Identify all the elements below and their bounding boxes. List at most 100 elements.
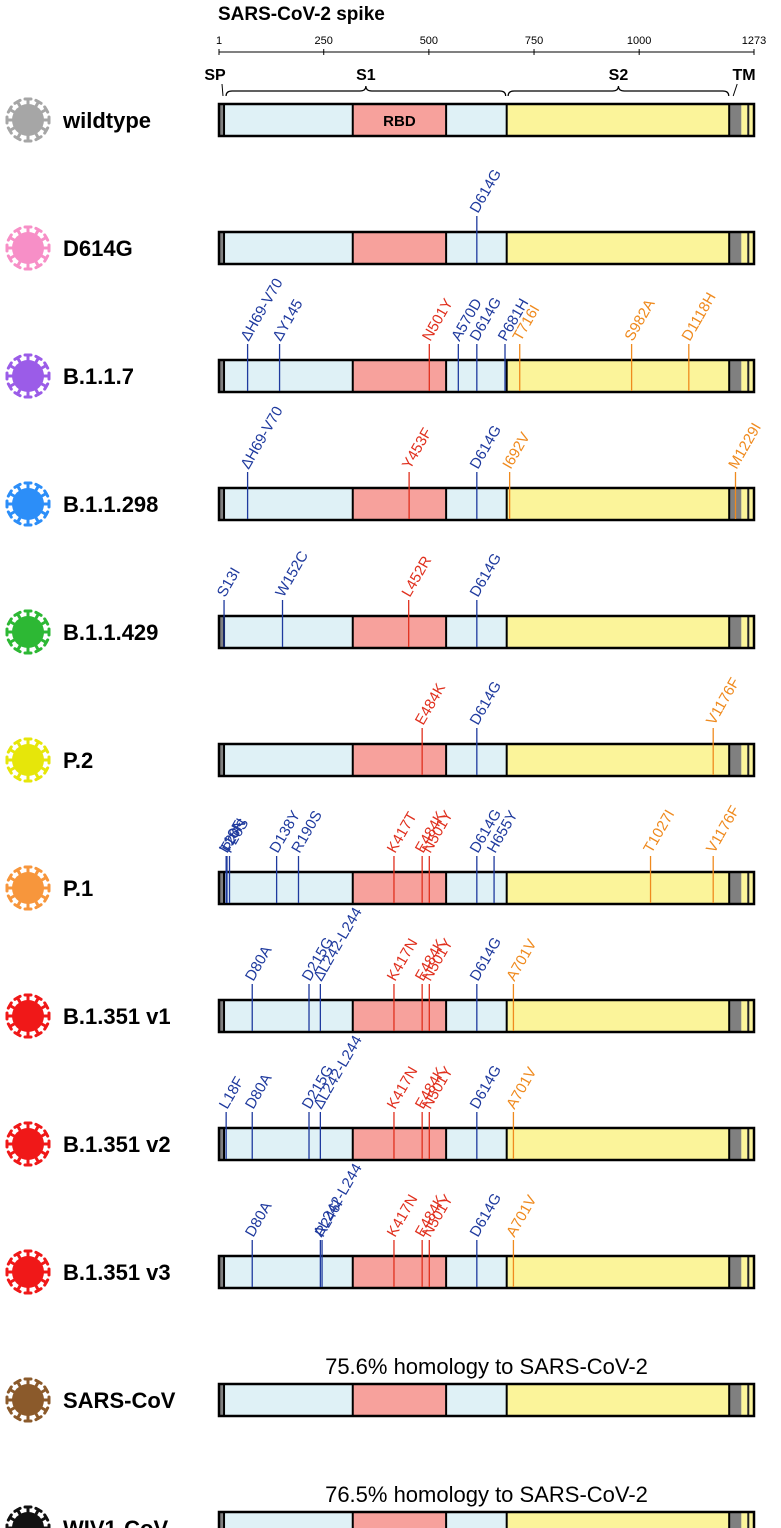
- virus-spike-tip: [43, 126, 50, 135]
- variant-name: B.1.1.298: [63, 492, 158, 517]
- variant-rows: wildtype RBD D614G D614G B.1.1.7ΔH69-V70ΔY14…: [5, 97, 765, 1528]
- s2-brace: [507, 85, 730, 97]
- virus-spike-tip: [43, 1278, 50, 1287]
- sp-connector: [221, 83, 224, 97]
- virus-body: [12, 872, 44, 904]
- ct-divider: [747, 232, 750, 264]
- mutation-label: V1176F: [703, 675, 743, 728]
- virus-spike-tip: [13, 647, 22, 654]
- virus-body: [12, 1256, 44, 1288]
- ct-end-segment: [749, 616, 754, 648]
- variant-name: WIV1-CoV: [63, 1516, 168, 1528]
- spike-outline: [217, 614, 756, 650]
- homology-note: 75.6% homology to SARS-CoV-2: [325, 1354, 648, 1379]
- spike-outline: [217, 358, 756, 394]
- virus-icon: [5, 225, 51, 271]
- variant-name: P.2: [63, 748, 93, 773]
- virus-spike-tip: [34, 1287, 43, 1294]
- ct-end-segment: [749, 232, 754, 264]
- ct-segment: [741, 1384, 748, 1416]
- homology-note: 76.5% homology to SARS-CoV-2: [325, 1482, 648, 1507]
- virus-spike-tip: [43, 1022, 50, 1031]
- mutation-label: D80A: [242, 943, 275, 984]
- virus-spike-tip: [13, 482, 22, 489]
- variant-row: wildtype RBD: [5, 97, 756, 143]
- ct-segment: [741, 1128, 748, 1160]
- mutation-label: A701V: [503, 1064, 540, 1112]
- virus-icon: [5, 1505, 51, 1528]
- virus-body: [12, 744, 44, 776]
- virus-spike-tip: [43, 894, 50, 903]
- sp-segment: [219, 744, 225, 776]
- ct-divider: [747, 872, 750, 904]
- virus-spike-tip: [13, 1250, 22, 1257]
- virus-spike-tip: [6, 1150, 13, 1159]
- tm-segment: [729, 104, 742, 136]
- virus-spike-tip: [13, 1506, 22, 1513]
- virus-spike-tip: [13, 354, 22, 361]
- rbd-segment: [352, 872, 447, 904]
- virus-spike-tip: [34, 1250, 43, 1257]
- virus-body: [12, 360, 44, 392]
- virus-icon: [5, 737, 51, 783]
- virus-spike-tip: [13, 1031, 22, 1038]
- virus-spike-tip: [43, 1001, 50, 1010]
- virus-spike-tip: [6, 1257, 13, 1266]
- virus-icon: [5, 609, 51, 655]
- ntd-segment: [224, 104, 353, 136]
- virus-icon: [5, 865, 51, 911]
- tm-label: TM: [732, 67, 755, 84]
- sp-label: SP: [204, 67, 226, 84]
- mutation-label: V1176F: [703, 803, 743, 856]
- rbd-segment: [352, 1512, 447, 1528]
- mutation-label: D614G: [467, 1062, 505, 1112]
- virus-spike-tip: [43, 254, 50, 263]
- mutation-label: W152C: [272, 548, 312, 600]
- virus-spike-tip: [34, 1506, 43, 1513]
- tm-segment: [729, 1512, 742, 1528]
- virus-spike-tip: [13, 866, 22, 873]
- variant-row: D614G D614G: [5, 166, 756, 271]
- ct-segment: [741, 1512, 748, 1528]
- virus-body: [12, 1384, 44, 1416]
- s2-label: S2: [609, 67, 629, 84]
- sp-segment: [219, 360, 225, 392]
- virus-spike-tip: [34, 391, 43, 398]
- ct-divider: [747, 744, 750, 776]
- tm-segment: [729, 1384, 742, 1416]
- virus-icon: [5, 1121, 51, 1167]
- virus-spike-tip: [13, 1415, 22, 1422]
- rbd-label: RBD: [383, 113, 416, 130]
- variant-row: WIV1-CoV 76.5% homology to SARS-CoV-2: [5, 1482, 756, 1528]
- ntd-segment: [224, 1512, 353, 1528]
- scale-tick-label: 1273: [742, 35, 766, 47]
- tm-segment: [729, 232, 742, 264]
- virus-spike-tip: [43, 1150, 50, 1159]
- ntd-segment: [224, 744, 353, 776]
- ct-divider: [747, 1128, 750, 1160]
- virus-icon: [5, 1249, 51, 1295]
- sp-segment: [219, 488, 225, 520]
- mutation-label: L452R: [398, 553, 435, 600]
- mutation-label: D614G: [467, 166, 505, 216]
- mutation-label: D614G: [467, 934, 505, 984]
- virus-spike-tip: [6, 1406, 13, 1415]
- ct-divider: [747, 360, 750, 392]
- variant-name: SARS-CoV: [63, 1388, 176, 1413]
- ct-end-segment: [749, 744, 754, 776]
- rbd-segment: [352, 744, 447, 776]
- virus-spike-tip: [13, 98, 22, 105]
- virus-spike-tip: [34, 519, 43, 526]
- virus-spike-tip: [13, 1287, 22, 1294]
- tm-segment: [729, 744, 742, 776]
- mutation-label: ΔH69-V70: [237, 404, 286, 472]
- mutation-label: D614G: [467, 550, 505, 600]
- virus-spike-tip: [34, 226, 43, 233]
- virus-spike-tip: [34, 135, 43, 142]
- ct-end-segment: [749, 1512, 754, 1528]
- ct-divider: [747, 616, 750, 648]
- mutation-label: A701V: [503, 936, 540, 984]
